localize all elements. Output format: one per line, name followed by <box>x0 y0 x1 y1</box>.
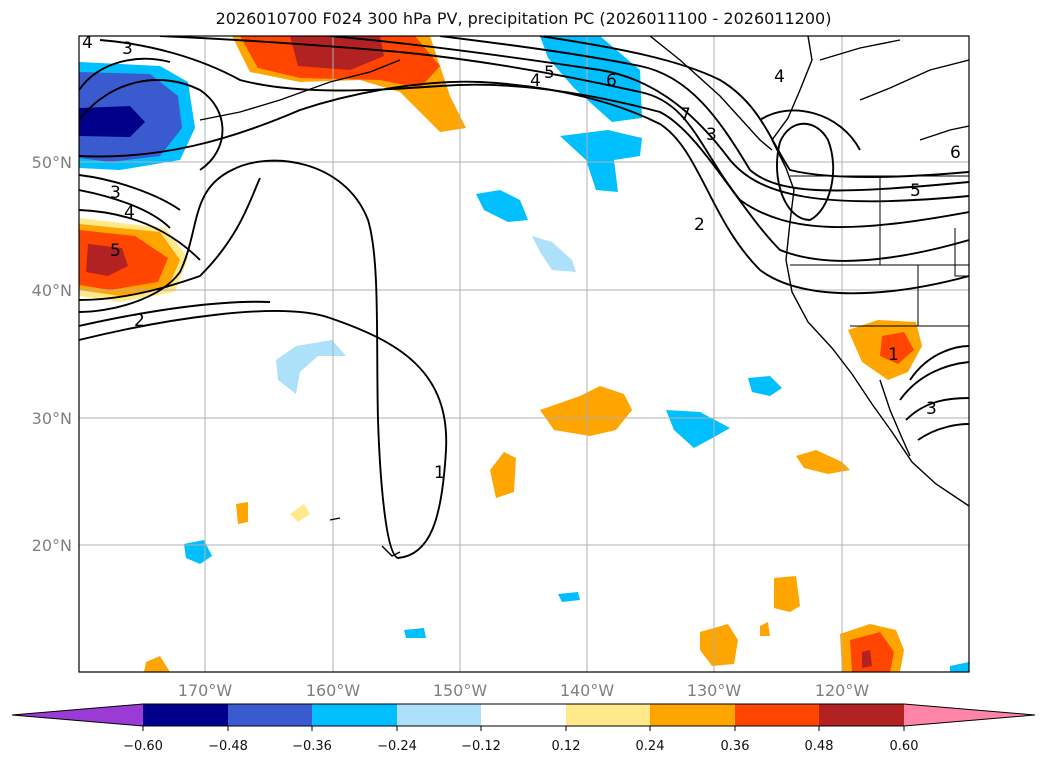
colorbar-segment <box>566 704 650 726</box>
lon-label-120w: 120°W <box>815 681 870 700</box>
colorbar-tick-label: 0.36 <box>721 739 750 754</box>
contour-label: 1 <box>434 463 445 483</box>
lon-label-140w: 140°W <box>560 681 615 700</box>
colorbar-tick-label: −0.48 <box>208 739 248 754</box>
lat-label-30n: 30°N <box>32 409 72 428</box>
lon-label-170w: 170°W <box>178 681 233 700</box>
colorbar-tick-label: 0.12 <box>552 739 581 754</box>
colorbar-low-extend <box>12 704 143 726</box>
colorbar-tick-label: 0.48 <box>805 739 834 754</box>
coastlines <box>199 36 969 557</box>
contour-label: 2 <box>694 215 705 235</box>
colorbar-high-extend <box>904 704 1035 726</box>
colorbar-segment <box>228 704 312 726</box>
contour-label: 6 <box>606 71 617 91</box>
latitude-labels: 50°N 40°N 30°N 20°N <box>32 153 72 555</box>
contour-label: 2 <box>134 311 145 331</box>
contour-label: 3 <box>122 39 133 59</box>
contour-label: 4 <box>124 203 135 223</box>
colorbar-tick-label: −0.60 <box>123 739 163 754</box>
lon-label-130w: 130°W <box>687 681 742 700</box>
colorbar-tick-label: −0.36 <box>292 739 332 754</box>
map-frame <box>78 35 970 673</box>
longitude-labels: 170°W 160°W 150°W 140°W 130°W 120°W <box>178 681 870 700</box>
colorbar-tick-label: 0.60 <box>890 739 919 754</box>
map-title: 2026010700 F024 300 hPa PV, precipitatio… <box>215 9 832 28</box>
colorbar-segment <box>735 704 819 726</box>
colorbar-tick-label: 0.24 <box>636 739 665 754</box>
colorbar: −0.60 −0.48 −0.36 −0.24 −0.12 0.12 0.24 … <box>11 703 1036 754</box>
contour-label: 5 <box>910 181 921 201</box>
colorbar-segment <box>819 704 904 726</box>
contour-label: 3 <box>926 399 937 419</box>
lat-label-40n: 40°N <box>32 281 72 300</box>
map-gridlines <box>79 36 969 672</box>
colorbar-segment <box>312 704 397 726</box>
precip-shading <box>79 36 969 672</box>
colorbar-tick-label: −0.12 <box>461 739 501 754</box>
contour-label: 7 <box>680 105 691 125</box>
contour-label: 4 <box>82 33 93 53</box>
colorbar-segment <box>481 704 566 726</box>
colorbar-segment <box>143 704 228 726</box>
contour-label: 4 <box>774 67 785 87</box>
borders <box>790 175 969 327</box>
colorbar-tick-label: −0.24 <box>377 739 417 754</box>
lat-label-50n: 50°N <box>32 153 72 172</box>
colorbar-segment <box>397 704 481 726</box>
contour-label: 4 <box>530 71 541 91</box>
lon-label-160w: 160°W <box>306 681 361 700</box>
map-plot-area <box>79 36 969 672</box>
contour-label: 3 <box>110 183 121 203</box>
colorbar-segment <box>650 704 735 726</box>
contour-label: 1 <box>888 345 899 365</box>
contour-label: 6 <box>950 143 961 163</box>
contour-label: 3 <box>706 125 717 145</box>
lat-label-20n: 20°N <box>32 536 72 555</box>
lon-label-150w: 150°W <box>433 681 488 700</box>
contour-label: 5 <box>110 241 121 261</box>
contour-labels: 4 3 3 4 5 2 1 5 4 6 7 3 2 5 6 4 1 3 <box>82 33 961 483</box>
pv-contours <box>79 36 969 559</box>
contour-label: 5 <box>544 63 555 83</box>
